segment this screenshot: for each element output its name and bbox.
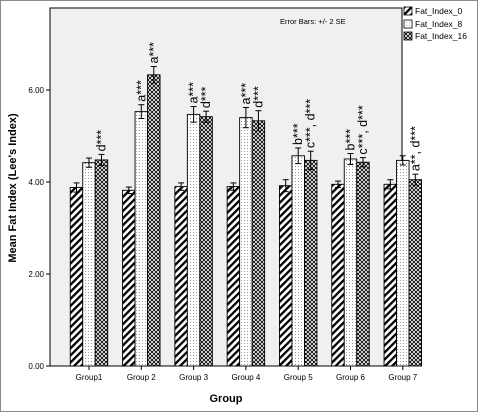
y-tick-label: 2.00: [28, 270, 44, 279]
bar-fat-index-8: [134, 111, 149, 367]
bar-fat-index-16: [94, 159, 109, 367]
significance-label: d***: [95, 130, 109, 152]
y-axis-title: Mean Fat Index (Lee's Index): [7, 113, 19, 263]
legend-label-fat-index-16: Fat_Index_16: [415, 31, 467, 41]
error-bar-note: Error Bars: +/- 2 SE: [280, 17, 346, 26]
y-axis: 0.00 2.00 4.00 6.00: [28, 86, 50, 371]
x-tick-label: Group 7: [388, 373, 417, 382]
bar-fat-index-8: [186, 113, 201, 367]
bar-fat-index-16: [356, 161, 370, 367]
legend-swatch-fat-index-0: [403, 6, 413, 16]
legend-swatch-fat-index-8: [403, 19, 413, 29]
x-tick-label: Group 6: [336, 373, 365, 382]
significance-label: d***: [199, 86, 213, 108]
significance-label: c***, d***: [304, 99, 318, 148]
bar-fat-index-16: [408, 179, 422, 367]
significance-label: a***: [187, 82, 201, 104]
y-tick-label: 4.00: [28, 178, 44, 187]
x-tick-label: Group1: [76, 373, 103, 382]
bar-fat-index-8: [343, 158, 358, 367]
bar-fat-index-0: [331, 183, 345, 367]
legend: Fat_Index_0 Fat_Index_8 Fat_Index_16: [403, 6, 467, 41]
significance-label: c***, d***: [356, 105, 370, 154]
significance-labels: d***a***a***a***d*** a***d***b***c***, d*…: [95, 42, 423, 171]
bar-fat-index-8: [291, 155, 305, 367]
legend-label-fat-index-0: Fat_Index_0: [415, 6, 463, 16]
bar-fat-index-0: [69, 187, 84, 367]
x-tick-label: Group 2: [127, 373, 156, 382]
x-axis: Group1 Group 2 Group 3 Group 4 Group 5 Group …: [76, 366, 418, 382]
bar-fat-index-0: [383, 183, 397, 367]
error-bars: [73, 66, 419, 194]
bar-fat-index-0: [279, 185, 293, 367]
bar-fat-index-8: [396, 159, 410, 367]
y-tick-label: 0.00: [28, 362, 44, 371]
significance-label: a**, d***: [408, 126, 422, 171]
bar-fat-index-16: [251, 120, 266, 367]
bar-fat-index-0: [122, 189, 136, 367]
x-tick-label: Group 4: [231, 373, 260, 382]
y-tick-label: 6.00: [28, 86, 44, 95]
x-tick-label: Group 5: [284, 373, 313, 382]
significance-label: a***: [134, 80, 148, 102]
x-axis-title: Group: [210, 393, 243, 405]
bar-fat-index-8: [239, 117, 253, 367]
significance-label: a***: [239, 83, 253, 105]
legend-label-fat-index-8: Fat_Index_8: [415, 19, 463, 29]
bar-fat-index-16: [304, 159, 318, 367]
significance-label: a***: [147, 42, 161, 64]
bar-fat-index-0: [226, 186, 241, 367]
bar-fat-index-8: [82, 162, 96, 367]
significance-label: b***: [344, 129, 358, 151]
significance-label: b***: [291, 123, 305, 145]
legend-swatch-fat-index-16: [403, 31, 413, 41]
bar-fat-index-16: [147, 74, 161, 367]
significance-label: d***: [251, 86, 265, 108]
bar-fat-index-0: [174, 186, 188, 367]
bar-fat-index-16: [199, 116, 213, 367]
x-tick-label: Group 3: [179, 373, 208, 382]
